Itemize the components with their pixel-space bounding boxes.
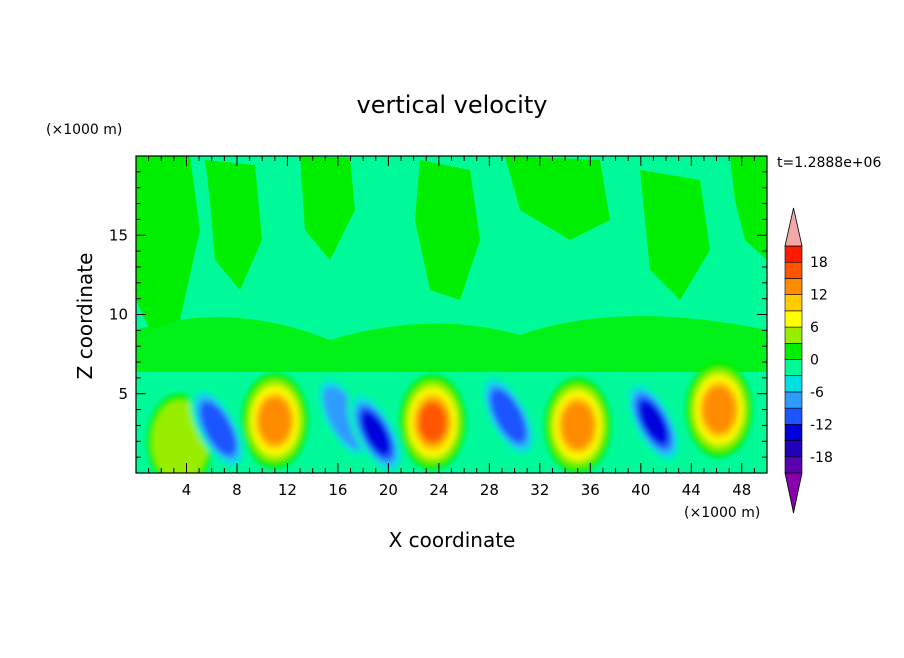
downdraft-cell <box>624 379 682 466</box>
contour-level <box>361 411 391 455</box>
downdraft-cell <box>479 372 537 459</box>
x-tick-label: 48 <box>732 481 751 499</box>
x-tick-label: 16 <box>328 481 347 499</box>
green-streak <box>730 156 767 260</box>
green-streak <box>300 156 355 260</box>
downdraft-cell <box>347 390 405 473</box>
colorbar-segment <box>784 407 803 425</box>
x-tick-label: 24 <box>429 481 448 499</box>
colorbar-segment <box>784 375 803 393</box>
updraft-cell <box>242 373 308 469</box>
colorbar-segment <box>784 261 803 279</box>
green-streak <box>415 160 480 300</box>
background-field <box>136 156 767 372</box>
x-unit-label: (×1000 m) <box>684 505 760 521</box>
colorbar-min-arrow <box>784 472 803 514</box>
colorbar-segment <box>784 440 803 458</box>
x-tick-label: 36 <box>581 481 600 499</box>
colorbar-segment <box>784 424 803 441</box>
green-streak <box>136 156 200 330</box>
green-streak <box>136 316 767 372</box>
colorbar-tick-label: -18 <box>810 450 833 466</box>
contour-level <box>561 401 595 450</box>
green-streak <box>205 160 262 290</box>
time-label: t=1.2888e+06 <box>777 155 881 171</box>
contour-level <box>490 389 526 443</box>
updraft-cell <box>544 377 611 473</box>
colorbar-segment <box>784 391 803 409</box>
colorbar-segment <box>784 456 803 474</box>
colorbar-tick-label: 6 <box>810 320 819 336</box>
contour-blobs <box>147 362 752 473</box>
x-tick-label: 32 <box>530 481 549 499</box>
x-tick-label: 44 <box>682 481 701 499</box>
updraft-cell <box>686 362 752 458</box>
x-tick-label: 40 <box>631 481 650 499</box>
colorbar-tick-label: -12 <box>810 417 833 433</box>
colorbar-tick-label: 12 <box>810 288 828 304</box>
x-axis: 4 8 12 16 20 24 28 32 36 40 44 48 <box>148 156 755 499</box>
y-tick-label: 10 <box>109 306 128 324</box>
colorbar-segment <box>784 310 803 328</box>
colorbar: 18 12 6 0 -6 -12 -18 <box>784 207 833 514</box>
contour-level <box>639 400 668 444</box>
colorbar-segment <box>784 245 803 263</box>
y-unit-label: (×1000 m) <box>46 122 122 138</box>
x-axis-label: X coordinate <box>389 528 516 552</box>
colorbar-segment <box>784 342 803 360</box>
updraft-cell <box>399 374 466 470</box>
contour-level <box>419 403 446 442</box>
colorbar-tick-label: 18 <box>810 255 828 271</box>
x-tick-label: 12 <box>278 481 297 499</box>
colorbar-tick-label: -6 <box>810 385 824 401</box>
downdraft-cell <box>189 385 247 472</box>
x-tick-label: 28 <box>480 481 499 499</box>
colorbar-segment <box>784 294 803 312</box>
y-tick-label: 15 <box>109 226 128 244</box>
colorbar-max-arrow <box>784 207 803 247</box>
colorbar-segment <box>784 278 803 295</box>
y-tick-label: 5 <box>118 385 128 403</box>
plot-area <box>136 156 767 473</box>
colorbar-segment <box>784 359 803 377</box>
green-streak <box>505 156 610 240</box>
y-axis-label: Z coordinate <box>73 253 97 380</box>
x-tick-label: 4 <box>182 481 192 499</box>
chart-title: vertical velocity <box>357 91 548 119</box>
y-axis: 5 10 15 <box>109 171 767 458</box>
contour-level <box>702 385 736 434</box>
contour-level <box>258 396 292 445</box>
green-streak <box>640 170 710 300</box>
colorbar-segment <box>784 326 803 344</box>
contour-level <box>200 402 236 455</box>
x-tick-label: 20 <box>379 481 398 499</box>
x-tick-label: 8 <box>232 481 242 499</box>
colorbar-tick-label: 0 <box>810 353 819 369</box>
